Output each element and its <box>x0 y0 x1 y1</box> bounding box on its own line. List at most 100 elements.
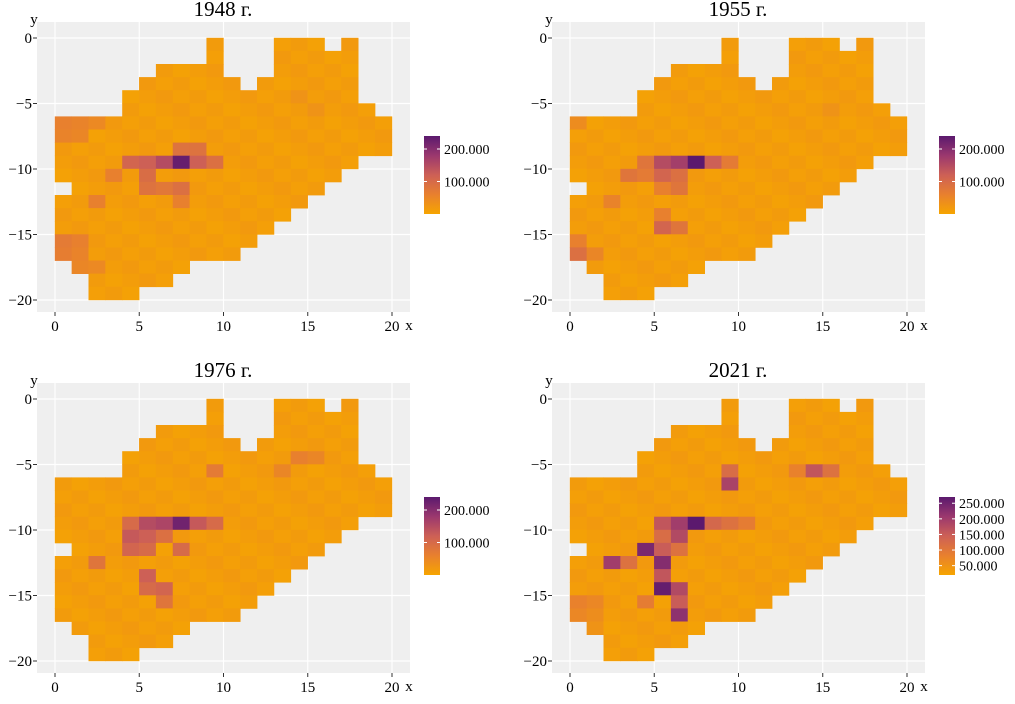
heatmap-cell <box>603 529 621 544</box>
heatmap-cell <box>772 103 790 117</box>
heatmap-cell <box>772 569 790 583</box>
heatmap-cell <box>54 168 73 183</box>
heatmap-cell <box>687 260 705 274</box>
heatmap-cell <box>257 221 275 235</box>
heatmap-cell <box>105 195 123 209</box>
heatmap-cell <box>206 155 224 170</box>
heatmap-cell <box>738 464 756 478</box>
heatmap-cell <box>721 516 739 531</box>
heatmap-cell <box>569 116 588 130</box>
heatmap-cell <box>670 464 689 478</box>
heatmap-cell <box>687 234 705 248</box>
chart-title: 1948 г. <box>194 0 253 21</box>
x-tick-label: 10 <box>216 680 231 696</box>
heatmap-cell <box>569 608 588 622</box>
heatmap-cell <box>54 142 73 157</box>
heatmap-cell <box>670 116 689 130</box>
heatmap-cell <box>772 221 790 235</box>
heatmap-cell <box>206 129 224 143</box>
x-axis-label: x <box>920 679 928 695</box>
heatmap-cell <box>721 129 739 143</box>
heatmap-cell <box>755 477 773 491</box>
heatmap-cell <box>88 582 106 596</box>
heatmap-cell <box>307 77 325 91</box>
y-tick-label: −20 <box>524 654 547 670</box>
heatmap-cell <box>358 477 376 491</box>
heatmap-cell <box>324 516 342 531</box>
heatmap-cell <box>105 273 123 288</box>
heatmap-cell <box>738 608 756 622</box>
heatmap-cell <box>721 116 739 130</box>
heatmap-cell <box>189 77 207 91</box>
heatmap-cell <box>805 556 823 570</box>
heatmap-cell <box>122 608 140 622</box>
heatmap-cell <box>54 208 73 222</box>
heatmap-cell <box>822 529 840 544</box>
heatmap-cell <box>172 425 190 439</box>
heatmap-cell <box>687 77 705 91</box>
heatmap-cell <box>155 195 174 209</box>
heatmap-cell <box>206 582 224 596</box>
heatmap-cell <box>139 529 157 544</box>
heatmap-cell <box>240 569 258 583</box>
heatmap-cell <box>788 477 807 491</box>
heatmap-cell <box>341 37 359 52</box>
heatmap-cell <box>206 556 224 570</box>
heatmap-cell <box>670 608 689 622</box>
heatmap-cell <box>805 50 823 65</box>
heatmap-cell <box>206 116 224 130</box>
heatmap-cell <box>873 477 891 491</box>
heatmap-cell <box>273 425 292 439</box>
heatmap-cell <box>654 451 672 465</box>
heatmap-cell <box>805 503 823 518</box>
heatmap-cell <box>873 464 891 478</box>
heatmap-cell <box>155 569 174 583</box>
heatmap-cell <box>569 477 588 491</box>
heatmap-cell <box>721 464 739 478</box>
heatmap-cell <box>569 247 588 261</box>
heatmap-cell <box>206 247 224 261</box>
heatmap-cell <box>856 477 874 491</box>
heatmap-cell <box>603 129 621 143</box>
heatmap-cell <box>654 195 672 209</box>
heatmap-cell <box>206 569 224 583</box>
heatmap-cell <box>206 490 224 504</box>
heatmap-cell <box>172 477 190 491</box>
heatmap-cell <box>670 168 689 183</box>
heatmap-cell <box>755 503 773 518</box>
heatmap-cell <box>71 556 89 570</box>
heatmap-cell <box>257 208 275 222</box>
heatmap-cell <box>54 556 73 570</box>
heatmap-cell <box>822 477 840 491</box>
heatmap-cell <box>586 490 604 504</box>
heatmap-cell <box>772 116 790 130</box>
heatmap-cell <box>206 608 224 622</box>
heatmap-cell <box>223 490 241 504</box>
heatmap-cell <box>189 234 207 248</box>
heatmap-cell <box>788 181 807 196</box>
y-tick-label: −10 <box>524 162 547 178</box>
heatmap-cell <box>654 464 672 478</box>
heatmap-cell <box>71 490 89 504</box>
heatmap-cell <box>139 451 157 465</box>
heatmap-cell <box>620 142 638 157</box>
heatmap-cell <box>654 221 672 235</box>
heatmap-cell <box>88 273 106 288</box>
y-axis-label: y <box>545 12 553 28</box>
heatmap-cell <box>603 234 621 248</box>
heatmap-cell <box>71 516 89 531</box>
x-axis-label: x <box>920 318 928 334</box>
heatmap-cell <box>257 195 275 209</box>
heatmap-cell <box>620 477 638 491</box>
heatmap-cell <box>71 221 89 235</box>
heatmap-cell <box>822 37 840 52</box>
heatmap-cell <box>788 464 807 478</box>
heatmap-cell <box>620 542 638 557</box>
heatmap-cell <box>172 464 190 478</box>
heatmap-cell <box>569 155 588 170</box>
heatmap-cell <box>122 195 140 209</box>
heatmap-cell <box>324 503 342 518</box>
heatmap-cell <box>805 438 823 452</box>
heatmap-cell <box>670 425 689 439</box>
heatmap-cell <box>172 234 190 248</box>
